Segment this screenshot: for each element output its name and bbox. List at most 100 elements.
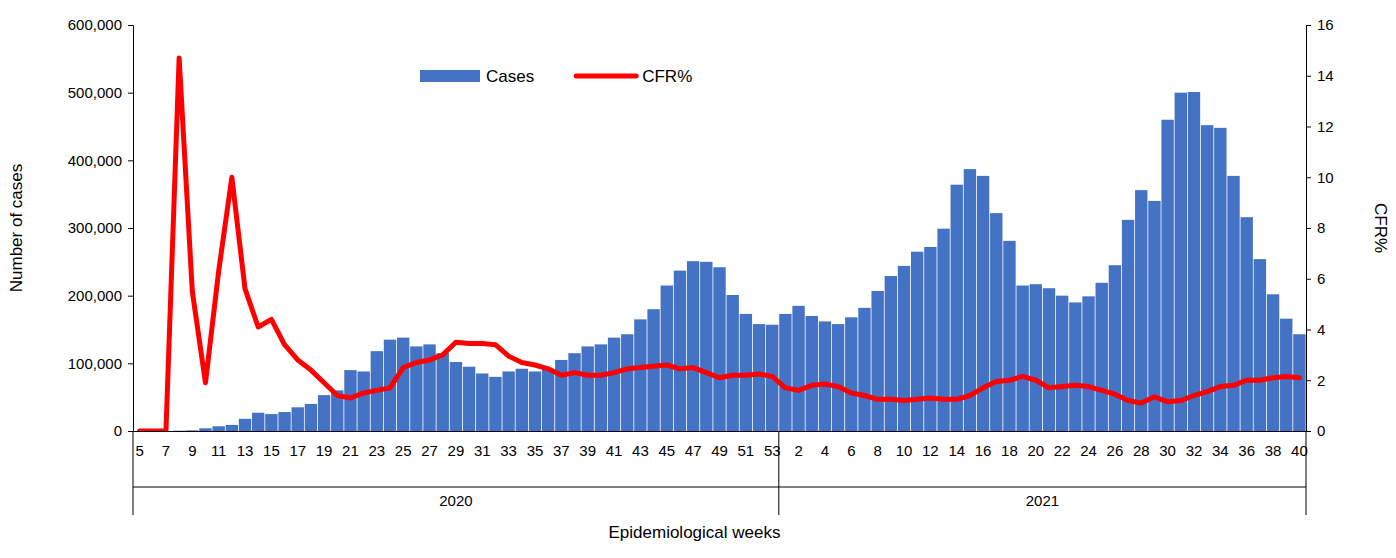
x-tick: 40 <box>1291 442 1308 459</box>
bar <box>173 430 185 431</box>
bar <box>634 319 646 431</box>
tick-label: 47 <box>685 442 702 459</box>
bar <box>265 414 277 431</box>
tick-mark <box>1306 76 1311 77</box>
x-tick: 36 <box>1238 442 1255 459</box>
bar <box>898 266 910 431</box>
tick-label: 22 <box>1054 442 1071 459</box>
tick-label: 12 <box>922 442 939 459</box>
x-tick: 26 <box>1107 442 1124 459</box>
x-tick: 38 <box>1265 442 1282 459</box>
x-tick: 13 <box>237 442 254 459</box>
x-tick: 18 <box>1001 442 1018 459</box>
x-tick: 21 <box>342 442 359 459</box>
tick-label: 35 <box>527 442 544 459</box>
x-tick: 45 <box>658 442 675 459</box>
x-tick: 27 <box>421 442 438 459</box>
tick-label: 14 <box>948 442 965 459</box>
bar <box>1003 241 1015 431</box>
x-tick: 43 <box>632 442 649 459</box>
tick-label: 7 <box>162 442 170 459</box>
bar <box>582 346 594 431</box>
tick-mark <box>128 228 133 229</box>
tick-label: 20 <box>1027 442 1044 459</box>
group-divider <box>778 431 779 515</box>
x-tick: 41 <box>606 442 623 459</box>
x-tick: 10 <box>896 442 913 459</box>
bar <box>1043 288 1055 431</box>
y2-axis-title: CFR% <box>1371 203 1390 253</box>
x-tick: 5 <box>135 442 143 459</box>
legend-swatch <box>576 74 636 79</box>
tick-label: 53 <box>764 442 781 459</box>
bar <box>608 338 620 431</box>
x-tick: 31 <box>474 442 491 459</box>
x-tick: 4 <box>821 442 829 459</box>
bar <box>344 370 356 431</box>
y-tick: 400,000 <box>68 152 133 169</box>
bar <box>489 377 501 431</box>
tick-label: 37 <box>553 442 570 459</box>
line <box>140 58 1300 431</box>
tick-label: 31 <box>474 442 491 459</box>
tick-label: 100,000 <box>68 355 122 372</box>
y2-tick: 8 <box>1306 219 1325 236</box>
x-tick: 12 <box>922 442 939 459</box>
tick-label: 0 <box>1317 422 1325 439</box>
tick-mark <box>1306 330 1311 331</box>
bar <box>595 344 607 431</box>
tick-label: 15 <box>263 442 280 459</box>
x-tick: 28 <box>1133 442 1150 459</box>
x-tick: 23 <box>368 442 385 459</box>
tick-label: 300,000 <box>68 219 122 236</box>
x-tick: 49 <box>711 442 728 459</box>
bar <box>1201 125 1213 431</box>
axis-line <box>1307 26 1312 432</box>
bar <box>292 407 304 431</box>
tick-label: 8 <box>1317 219 1325 236</box>
tick-label: 16 <box>1317 16 1334 33</box>
x-tick: 34 <box>1212 442 1229 459</box>
tick-mark <box>1306 177 1311 178</box>
tick-label: 43 <box>632 442 649 459</box>
tick-label: 51 <box>738 442 755 459</box>
y2-tick: 14 <box>1306 67 1334 84</box>
tick-label: 36 <box>1238 442 1255 459</box>
bar <box>1267 294 1279 431</box>
axis-line <box>134 431 1307 432</box>
y2-tick: 4 <box>1306 321 1325 338</box>
tick-mark <box>1306 127 1311 128</box>
bar <box>885 276 897 431</box>
x-axis: 5791113151719212325272931333537394143454… <box>134 432 1308 459</box>
bar <box>661 286 673 431</box>
tick-label: 30 <box>1159 442 1176 459</box>
x-tick: 17 <box>289 442 306 459</box>
axis-line <box>128 26 134 432</box>
bar <box>226 425 238 431</box>
bar <box>687 261 699 431</box>
tick-label: 39 <box>579 442 596 459</box>
y-tick: 200,000 <box>68 287 133 304</box>
bar <box>753 324 765 431</box>
bar <box>1175 93 1187 431</box>
x-tick: 30 <box>1159 442 1176 459</box>
tick-label: 8 <box>873 442 881 459</box>
y-tick: 100,000 <box>68 355 133 372</box>
bar <box>924 247 936 431</box>
bar <box>252 413 264 431</box>
tick-label: 33 <box>500 442 517 459</box>
x-tick: 22 <box>1054 442 1071 459</box>
tick-label: 17 <box>289 442 306 459</box>
tick-label: 29 <box>448 442 465 459</box>
tick-label: 200,000 <box>68 287 122 304</box>
tick-mark <box>128 363 133 364</box>
bar <box>990 213 1002 431</box>
bar <box>951 185 963 431</box>
group-rule <box>133 487 1306 488</box>
x-tick: 19 <box>316 442 333 459</box>
bar <box>1016 286 1028 431</box>
legend-label: CFR% <box>642 67 692 86</box>
tick-label: 6 <box>847 442 855 459</box>
bar <box>1161 120 1173 431</box>
tick-label: 500,000 <box>68 84 122 101</box>
